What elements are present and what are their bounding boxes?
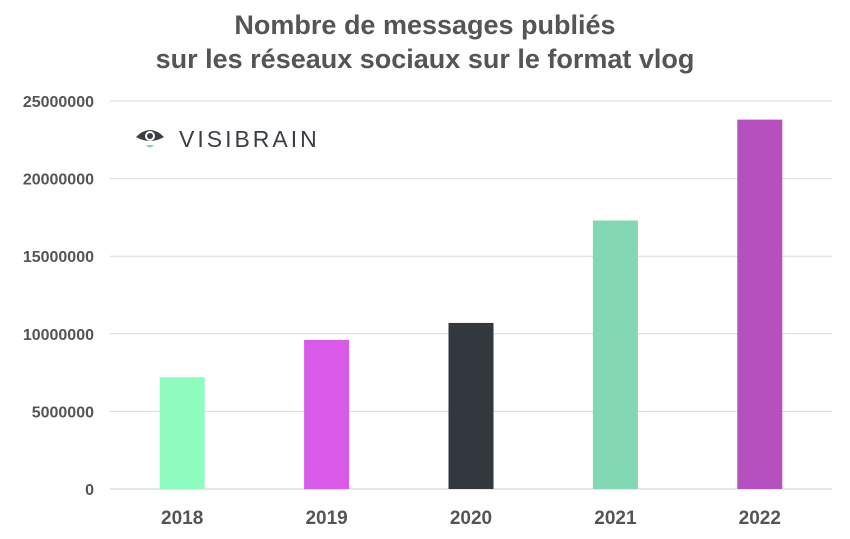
x-tick-label: 2018: [161, 508, 203, 529]
chart-title-line-2: sur les réseaux sociaux sur le format vl…: [155, 44, 695, 74]
y-tick-label: 10000000: [23, 327, 94, 344]
x-tick-label: 2022: [739, 508, 781, 529]
chart-title-line-1: Nombre de messages publiés: [234, 10, 616, 40]
bars: [159, 119, 783, 490]
bar-2021: [592, 220, 638, 489]
x-tick-label: 2019: [305, 508, 347, 529]
eye-icon: [136, 130, 164, 148]
y-tick-label: 25000000: [23, 94, 94, 111]
brand-name: VISIBRAIN: [179, 125, 320, 152]
y-tick-label: 5000000: [32, 404, 94, 421]
y-tick-label: 0: [85, 482, 94, 499]
brand-logo: VISIBRAIN: [135, 124, 320, 154]
y-axis-ticks: 0 5000000 10000000 15000000 20000000 25000000: [23, 94, 94, 499]
chart-title: Nombre de messages publiés sur les résea…: [0, 8, 850, 76]
x-axis-ticks: 2018 2019 2020 2021 2022: [161, 508, 781, 529]
x-tick-label: 2021: [594, 508, 637, 529]
bar-2020: [448, 322, 494, 489]
x-tick-label: 2020: [450, 508, 492, 529]
bar-2019: [304, 340, 350, 489]
bar-2022: [737, 119, 783, 490]
y-tick-label: 20000000: [23, 172, 94, 189]
y-tick-label: 15000000: [23, 249, 94, 266]
bar-2018: [159, 377, 205, 489]
